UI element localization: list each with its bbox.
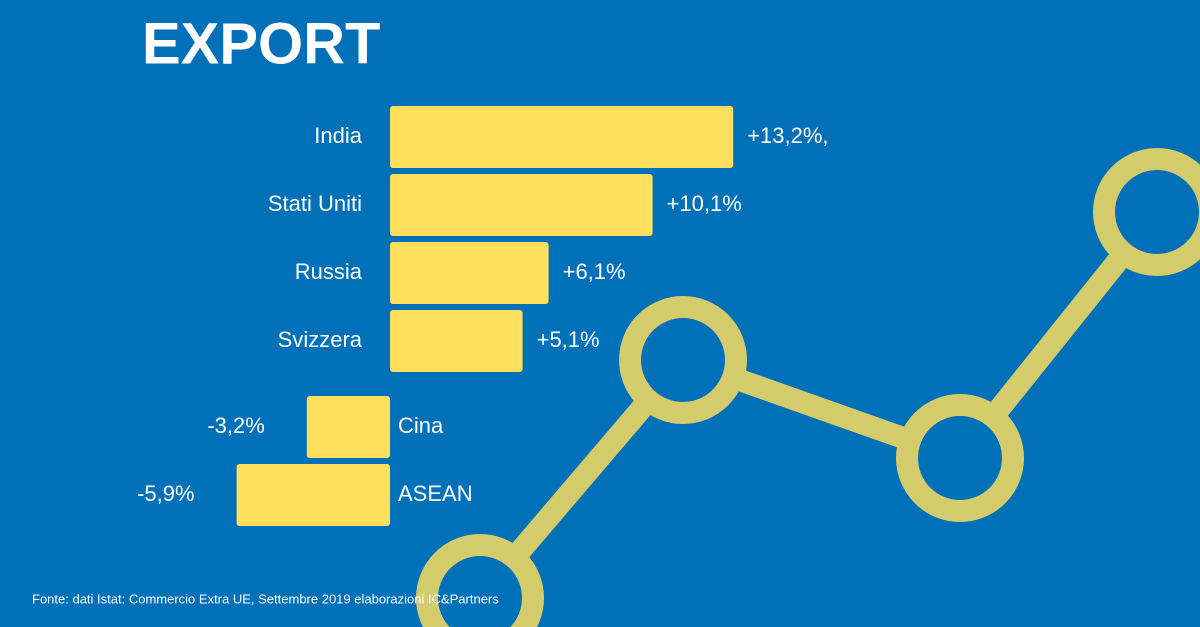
decor-circle [1093,148,1200,276]
bar [390,106,734,168]
category-label: Svizzera [278,327,363,352]
category-label: Russia [295,259,363,284]
decor-circle [416,534,544,627]
category-label: India [314,123,362,148]
decor-circle [896,394,1024,522]
category-label: Stati Uniti [268,191,362,216]
chart-title: EXPORT [142,11,381,76]
bar [306,396,390,458]
decor-circle [619,296,747,424]
value-label: +13,2%, [747,123,828,148]
value-label: +5,1% [537,327,600,352]
bar [236,464,390,526]
value-label: +6,1% [563,259,626,284]
value-label: -5,9% [137,481,194,506]
decorative-line-graph [416,148,1200,627]
bar [390,242,549,304]
category-label: ASEAN [398,481,473,506]
bar [390,310,523,372]
value-label: +10,1% [667,191,742,216]
value-label: -3,2% [207,413,264,438]
source-note: Fonte: dati Istat: Commercio Extra UE, S… [32,591,499,606]
category-label: Cina [398,413,444,438]
bar [390,174,653,236]
decor-line [471,205,1166,606]
